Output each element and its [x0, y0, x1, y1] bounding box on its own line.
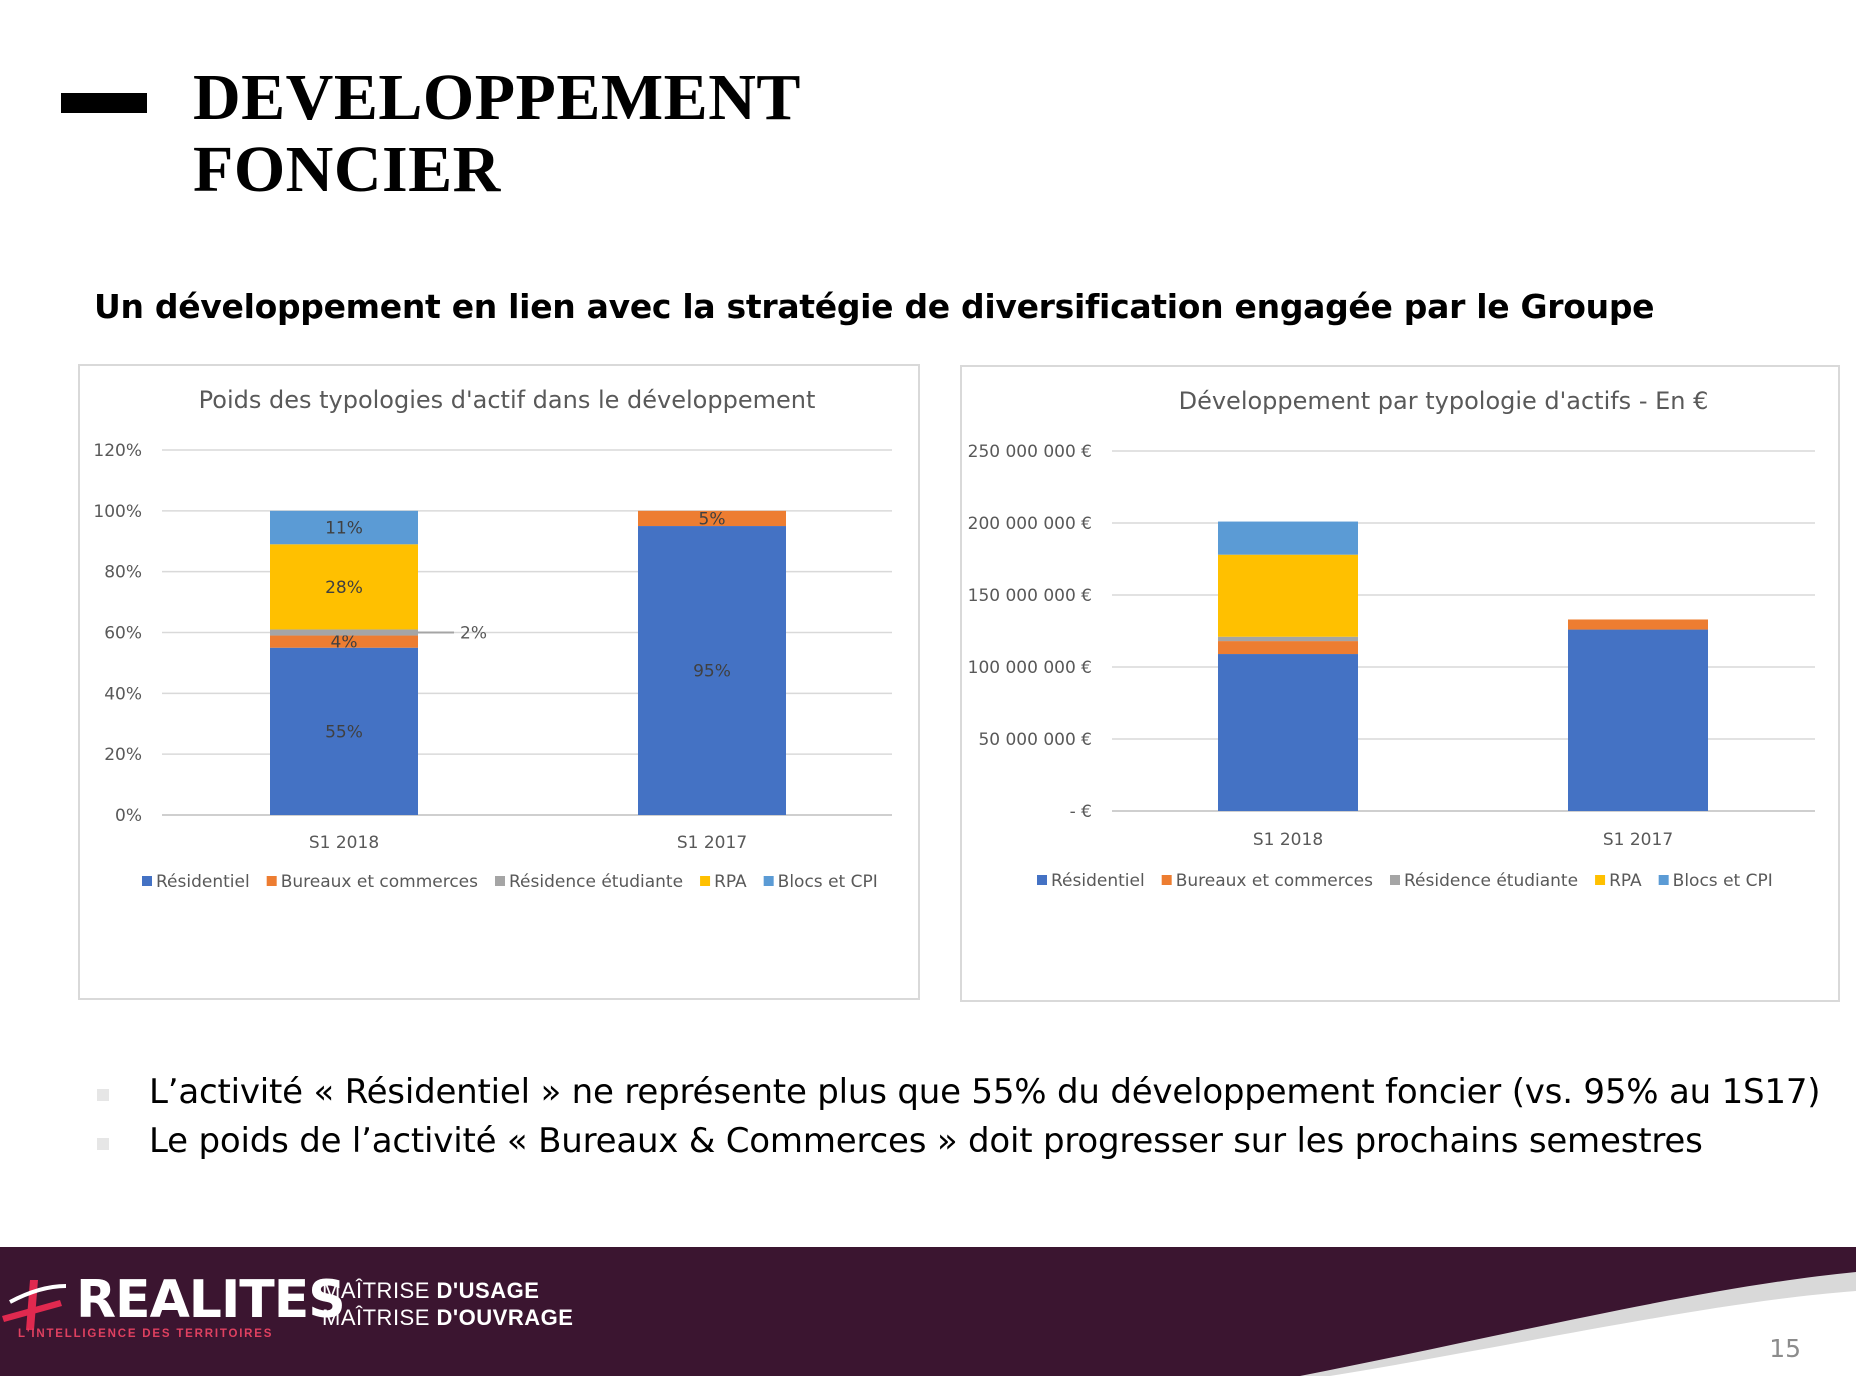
chart-amount-svg: Développement par typologie d'actifs - E…: [968, 387, 1815, 891]
legend-label: Résidentiel: [156, 872, 250, 892]
legend-label: Bureaux et commerces: [281, 872, 478, 892]
legend-swatch: [266, 876, 277, 886]
y-tick-label: 150 000 000 €: [968, 586, 1092, 606]
legend-label: RPA: [714, 872, 747, 892]
motto-line2-a: MAÎTRISE: [322, 1305, 430, 1330]
legend-swatch: [1161, 875, 1172, 885]
bar-segment: [270, 510, 418, 545]
legend-swatch: [495, 876, 505, 886]
page-subtitle: Un développement en lien avec la stratég…: [94, 287, 1655, 326]
y-tick-label: - €: [1070, 802, 1092, 822]
bar-segment: [1218, 636, 1358, 642]
data-label: 55%: [325, 722, 363, 742]
chart-title: Poids des typologies d'actif dans le dév…: [199, 386, 816, 414]
bar-segment: [1568, 619, 1708, 630]
legend-label: RPA: [1609, 871, 1642, 891]
motto-line1: MAÎTRISE D'USAGE: [322, 1278, 539, 1304]
y-tick-label: 0%: [115, 806, 142, 826]
legend-swatch: [142, 876, 152, 886]
y-tick-label: 120%: [93, 441, 142, 461]
y-tick-label: 200 000 000 €: [968, 514, 1092, 534]
y-tick-label: 250 000 000 €: [968, 442, 1092, 462]
data-label: 2%: [460, 624, 487, 644]
y-tick-label: 100 000 000 €: [968, 658, 1092, 678]
legend-swatch: [1595, 875, 1606, 885]
bar-segment: [638, 526, 786, 815]
data-label: 5%: [699, 509, 726, 529]
legend-swatch: [763, 876, 774, 886]
page-title-line2: FONCIER: [193, 133, 501, 206]
bar-segment: [1218, 654, 1358, 811]
legend-label: Blocs et CPI: [778, 872, 878, 892]
bullet-text: L’activité « Résidentiel » ne représente…: [149, 1072, 1821, 1112]
x-tick-label: S1 2017: [1603, 830, 1673, 850]
legend-label: Bureaux et commerces: [1176, 871, 1373, 891]
y-tick-label: 50 000 000 €: [978, 730, 1092, 750]
y-tick-label: 20%: [104, 745, 142, 765]
legend-swatch: [1390, 875, 1400, 885]
bullet-square-icon: [97, 1138, 109, 1150]
bar-segment: [270, 544, 418, 630]
bar-segment: [638, 510, 786, 527]
chart-panel-amount: Développement par typologie d'actifs - E…: [960, 365, 1840, 1002]
x-tick-label: S1 2017: [677, 833, 747, 853]
data-label: 11%: [325, 519, 363, 539]
title-accent-bar: [61, 93, 147, 113]
legend-swatch: [1658, 875, 1669, 885]
data-label: 28%: [325, 578, 363, 598]
bullet-text: Le poids de l’activité « Bureaux & Comme…: [149, 1121, 1703, 1161]
motto-line1-b: D'USAGE: [436, 1278, 540, 1303]
y-tick-label: 60%: [104, 624, 142, 644]
bar-segment: [1568, 629, 1708, 811]
chart-share-svg: Poids des typologies d'actif dans le dév…: [93, 386, 892, 892]
bar-segment: [270, 647, 418, 815]
chart-title: Développement par typologie d'actifs - E…: [1179, 387, 1709, 415]
data-label: 4%: [331, 633, 358, 653]
legend-swatch: [1037, 875, 1047, 885]
y-tick-label: 40%: [104, 684, 142, 704]
data-label: 95%: [693, 662, 731, 682]
legend-label: Résidentiel: [1051, 871, 1145, 891]
legend-label: Résidence étudiante: [509, 872, 683, 892]
y-tick-label: 80%: [104, 563, 142, 583]
bar-segment: [1218, 554, 1358, 637]
footer-band: [0, 1247, 1856, 1376]
x-tick-label: S1 2018: [309, 833, 379, 853]
legend-label: Blocs et CPI: [1673, 871, 1773, 891]
legend-swatch: [700, 876, 711, 886]
bullet-square-icon: [97, 1089, 109, 1101]
motto-line2-b: D'OUVRAGE: [436, 1305, 574, 1330]
motto-line2: MAÎTRISE D'OUVRAGE: [322, 1305, 573, 1331]
brand-logo: REALITES: [76, 1270, 346, 1330]
x-tick-label: S1 2018: [1253, 830, 1323, 850]
page-title: DEVELOPPEMENT FONCIER: [193, 62, 801, 206]
bar-segment: [1218, 521, 1358, 555]
y-tick-label: 100%: [93, 502, 142, 522]
brand-cross-icon: [2, 1280, 67, 1330]
chart-panel-share: Poids des typologies d'actif dans le dév…: [78, 364, 920, 1000]
bar-segment: [270, 629, 418, 636]
bar-segment: [1218, 641, 1358, 655]
brand-tagline: L'INTELLIGENCE DES TERRITOIRES: [18, 1328, 274, 1340]
motto-line1-a: MAÎTRISE: [322, 1278, 430, 1303]
page-title-line1: DEVELOPPEMENT: [193, 61, 801, 134]
page-number: 15: [1769, 1334, 1801, 1363]
legend-label: Résidence étudiante: [1404, 871, 1578, 891]
bar-segment: [270, 635, 418, 648]
